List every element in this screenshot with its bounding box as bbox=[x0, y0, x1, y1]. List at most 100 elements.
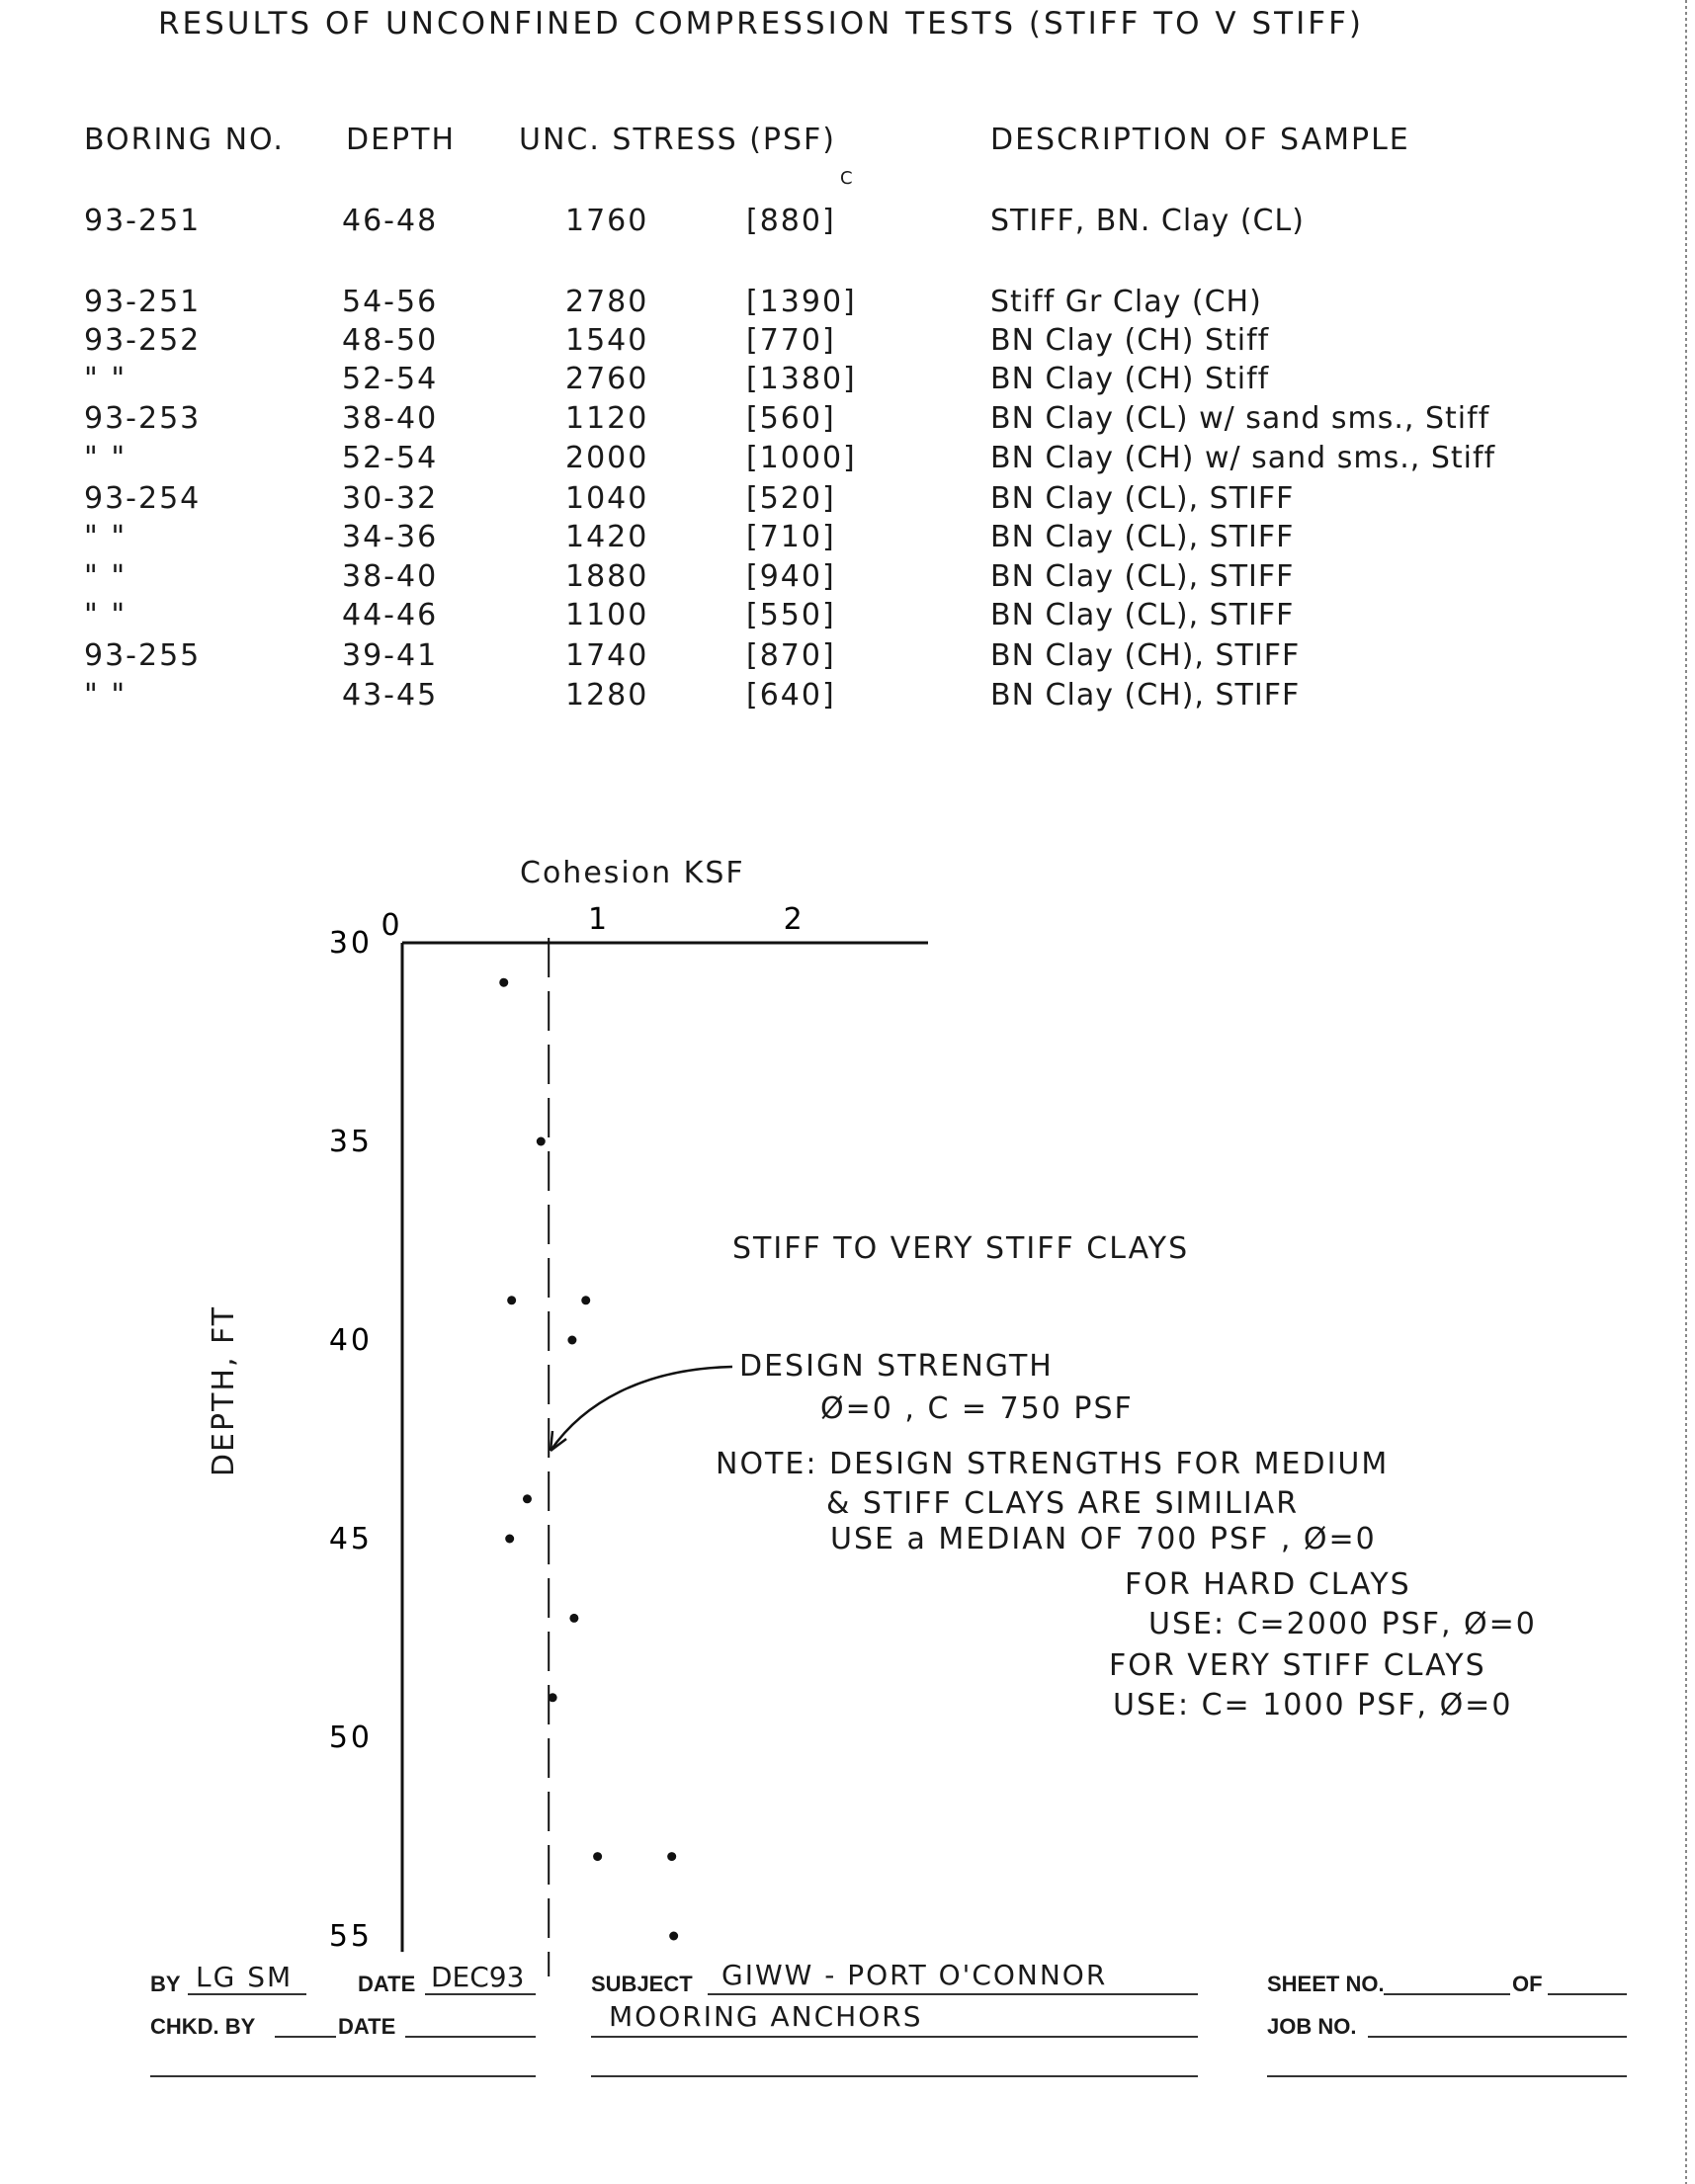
stress-cell: 1760 bbox=[565, 204, 649, 238]
column-header: UNC. STRESS (PSF) bbox=[519, 123, 837, 157]
stress-cell: 1740 bbox=[565, 638, 649, 673]
cohesion-cell: [560] bbox=[746, 401, 836, 436]
arrowhead-icon bbox=[549, 1430, 567, 1452]
description-cell: BN Clay (CL), STIFF bbox=[990, 520, 1295, 554]
y-tick-label: 40 bbox=[329, 1323, 373, 1358]
cohesion-cell: [1390] bbox=[746, 285, 857, 319]
stress-cell: 1040 bbox=[565, 481, 649, 516]
y-tick-label: 35 bbox=[329, 1125, 373, 1159]
data-point bbox=[522, 1494, 532, 1504]
note-line-5: USE: C=2000 PSF, Ø=0 bbox=[1148, 1607, 1537, 1641]
boring-no-cell: " " bbox=[84, 678, 127, 713]
note-line-2: & STIFF CLAYS ARE SIMILIAR bbox=[826, 1486, 1300, 1521]
cohesion-cell: [940] bbox=[746, 559, 836, 594]
cohesion-cell: [1380] bbox=[746, 362, 857, 396]
cohesion-cell: [1000] bbox=[746, 441, 857, 475]
stress-cell: 1880 bbox=[565, 559, 649, 594]
x-tick-label: 1 bbox=[588, 902, 607, 937]
cohesion-cell: [710] bbox=[746, 520, 836, 554]
y-tick-label: 30 bbox=[329, 926, 373, 961]
data-point bbox=[505, 1534, 515, 1544]
stress-cell: 2000 bbox=[565, 441, 649, 475]
description-cell: STIFF, BN. Clay (CL) bbox=[990, 204, 1305, 238]
depth-cell: 30-32 bbox=[342, 481, 439, 516]
data-point bbox=[536, 1136, 546, 1146]
y-tick-label: 55 bbox=[329, 1919, 373, 1954]
description-cell: BN Clay (CL), STIFF bbox=[990, 559, 1295, 594]
description-cell: BN Clay (CH), STIFF bbox=[990, 678, 1301, 713]
data-point bbox=[567, 1335, 577, 1345]
boring-no-cell: 93-252 bbox=[84, 323, 202, 358]
stress-cell: 1540 bbox=[565, 323, 649, 358]
stress-cell: 1120 bbox=[565, 401, 649, 436]
y-tick-label: 50 bbox=[329, 1721, 373, 1755]
annotation-arrow bbox=[549, 1365, 733, 1452]
data-point bbox=[593, 1852, 603, 1862]
boring-no-cell: " " bbox=[84, 441, 127, 475]
boring-no-cell: 93-251 bbox=[84, 285, 202, 319]
cohesion-cell: [520] bbox=[746, 481, 836, 516]
by-label: BY bbox=[150, 1972, 181, 1996]
depth-cell: 52-54 bbox=[342, 441, 439, 475]
depth-cell: 46-48 bbox=[342, 204, 439, 238]
column-header: DESCRIPTION OF SAMPLE bbox=[990, 123, 1410, 157]
of-label: OF bbox=[1512, 1972, 1543, 1996]
description-cell: BN Clay (CL), STIFF bbox=[990, 481, 1295, 516]
note-line-4: FOR HARD CLAYS bbox=[1125, 1567, 1411, 1602]
annotation-design-2: Ø=0 , C = 750 PSF bbox=[820, 1391, 1134, 1426]
cohesion-cell: [870] bbox=[746, 638, 836, 673]
description-cell: BN Clay (CH) Stiff bbox=[990, 323, 1270, 358]
stress-cell: 1280 bbox=[565, 678, 649, 713]
note-line-6: FOR VERY STIFF CLAYS bbox=[1109, 1648, 1486, 1683]
data-point bbox=[569, 1613, 579, 1623]
by-value: LG SM bbox=[196, 1961, 294, 1993]
page-edge bbox=[1685, 0, 1687, 2184]
data-point bbox=[499, 977, 509, 987]
note-line-7: USE: C= 1000 PSF, Ø=0 bbox=[1113, 1688, 1513, 1722]
date2-label: DATE bbox=[338, 2014, 396, 2039]
stress-cell: 2760 bbox=[565, 362, 649, 396]
date-label: DATE bbox=[358, 1972, 416, 1996]
data-point bbox=[667, 1852, 677, 1862]
cohesion-cell: [770] bbox=[746, 323, 836, 358]
boring-no-cell: 93-255 bbox=[84, 638, 202, 673]
boring-no-cell: 93-251 bbox=[84, 204, 202, 238]
data-point bbox=[669, 1931, 679, 1941]
column-header: C bbox=[840, 168, 855, 189]
checked-by-label: CHKD. BY bbox=[150, 2014, 256, 2039]
cohesion-cell: [640] bbox=[746, 678, 836, 713]
x-tick-label: 2 bbox=[784, 902, 803, 937]
description-cell: Stiff Gr Clay (CH) bbox=[990, 285, 1262, 319]
page-title: RESULTS OF UNCONFINED COMPRESSION TESTS … bbox=[158, 6, 1364, 42]
boring-no-cell: " " bbox=[84, 598, 127, 632]
x-tick-label: 0 bbox=[381, 908, 399, 943]
annotation-design-1: DESIGN STRENGTH bbox=[739, 1349, 1054, 1384]
subject-value-2: MOORING ANCHORS bbox=[609, 2000, 923, 2033]
annotation-region: STIFF TO VERY STIFF CLAYS bbox=[732, 1231, 1190, 1266]
stress-cell: 1420 bbox=[565, 520, 649, 554]
description-cell: BN Clay (CH), STIFF bbox=[990, 638, 1301, 673]
depth-cell: 54-56 bbox=[342, 285, 439, 319]
description-cell: BN Clay (CH) w/ sand sms., Stiff bbox=[990, 441, 1496, 475]
stress-cell: 2780 bbox=[565, 285, 649, 319]
description-cell: BN Clay (CL), STIFF bbox=[990, 598, 1295, 632]
subject-value: GIWW - PORT O'CONNOR bbox=[721, 1959, 1108, 1991]
depth-cell: 43-45 bbox=[342, 678, 439, 713]
data-point bbox=[548, 1693, 557, 1703]
description-cell: BN Clay (CH) Stiff bbox=[990, 362, 1270, 396]
y-axis-label: DEPTH, FT bbox=[207, 1304, 242, 1477]
depth-cell: 38-40 bbox=[342, 401, 439, 436]
date-value: DEC93 bbox=[431, 1961, 525, 1993]
depth-cell: 52-54 bbox=[342, 362, 439, 396]
depth-cell: 34-36 bbox=[342, 520, 439, 554]
stress-cell: 1100 bbox=[565, 598, 649, 632]
depth-cell: 48-50 bbox=[342, 323, 439, 358]
cohesion-cell: [550] bbox=[746, 598, 836, 632]
depth-cell: 38-40 bbox=[342, 559, 439, 594]
boring-no-cell: " " bbox=[84, 362, 127, 396]
job-no-label: JOB NO. bbox=[1267, 2014, 1357, 2039]
boring-no-cell: 93-253 bbox=[84, 401, 202, 436]
boring-no-cell: " " bbox=[84, 559, 127, 594]
note-line-3: USE a MEDIAN OF 700 PSF , Ø=0 bbox=[830, 1522, 1377, 1556]
